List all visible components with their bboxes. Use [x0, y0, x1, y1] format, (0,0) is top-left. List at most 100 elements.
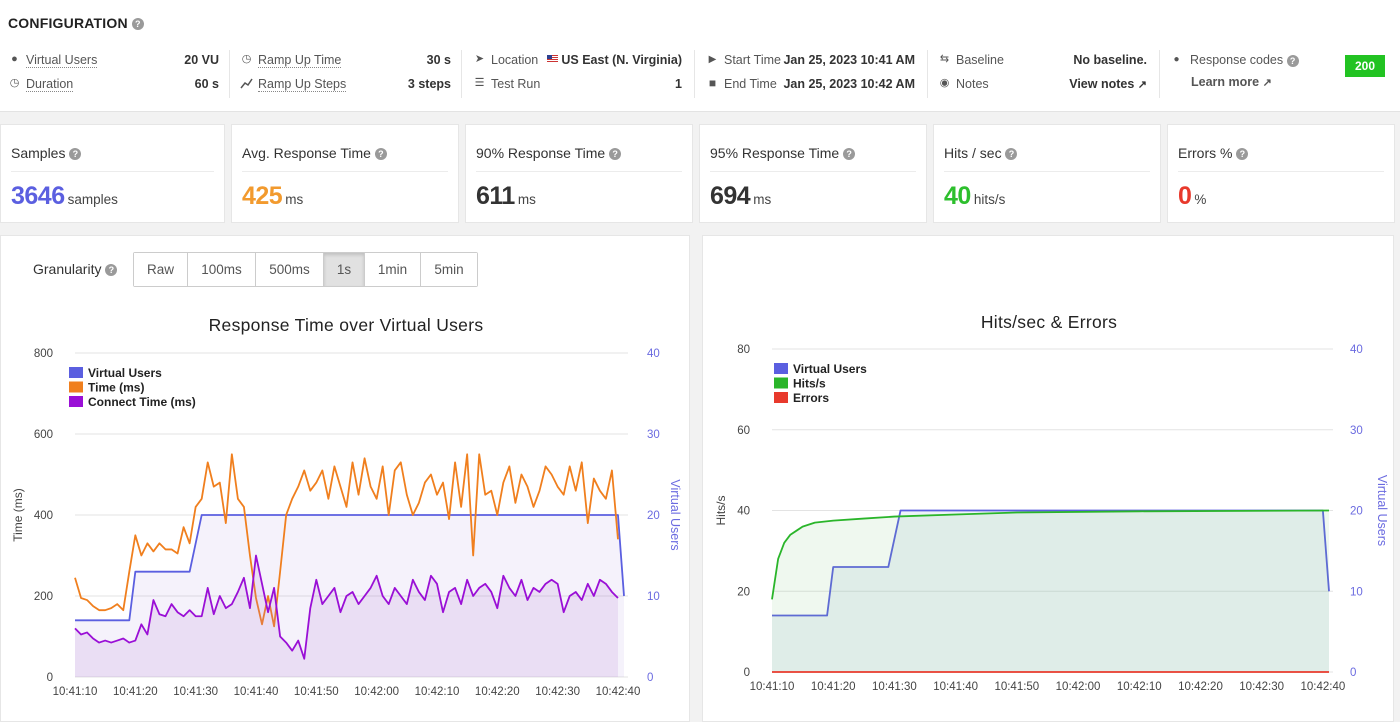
config-col-response-codes: ● Response codes ? Learn more ↗	[1170, 50, 1392, 98]
ramp-up-steps-label[interactable]: Ramp Up Steps	[258, 77, 347, 92]
config-end-time: ■ End Time Jan 25, 2023 10:42 AM	[706, 74, 927, 94]
config-test-run: ☰ Test Run 1	[473, 74, 694, 94]
divider	[710, 171, 916, 172]
granularity-1min[interactable]: 1min	[365, 253, 421, 286]
granularity-5min[interactable]: 5min	[421, 253, 477, 286]
location-label: Location	[491, 53, 539, 67]
virtual-users-area	[772, 510, 1329, 672]
configuration-title: CONFIGURATION ?	[8, 15, 144, 31]
hits-s-line	[771, 509, 1330, 600]
response-code-badge[interactable]: 200	[1345, 55, 1385, 77]
legend-label: Hits/s	[793, 377, 826, 391]
x-tick-label: 10:41:40	[234, 686, 279, 698]
user-icon: ●	[11, 53, 18, 65]
x-tick-label: 10:42:20	[475, 686, 520, 698]
x-tick-label: 10:42:10	[415, 686, 460, 698]
granularity-raw[interactable]: Raw	[134, 253, 188, 286]
granularity-500ms[interactable]: 500ms	[256, 253, 324, 286]
help-icon[interactable]: ?	[1286, 54, 1299, 67]
legend-label: Virtual Users	[88, 366, 162, 380]
config-baseline: ⇆ Baseline No baseline.	[938, 50, 1159, 70]
y2-tick-label: 30	[647, 429, 660, 441]
y-tick-label: 20	[737, 586, 750, 598]
granularity-100ms[interactable]: 100ms	[188, 253, 256, 286]
legend-swatch	[69, 367, 83, 378]
kpi-hits-per-sec: Hits / sec ? 40 hits/s	[933, 124, 1161, 223]
config-notes: ◉ Notes View notes ↗	[938, 74, 1159, 94]
kpi-95-response-time: 95% Response Time ? 694 ms	[699, 124, 927, 223]
duration-label[interactable]: Duration	[26, 77, 74, 92]
config-ramp-up-time: ◷ Ramp Up Time 30 s	[240, 50, 461, 70]
legend-label: Errors	[793, 391, 829, 405]
config-col-users: ● Virtual Users 20 VU ◷ Duration 60 s	[8, 50, 230, 98]
comment-icon: ◉	[939, 77, 950, 89]
compare-icon: ⇆	[939, 53, 950, 65]
kpi-label: Errors % ?	[1178, 145, 1249, 161]
notes-label: Notes	[956, 77, 989, 91]
config-col-times: ▶ Start Time Jan 25, 2023 10:41 AM ■ End…	[706, 50, 928, 98]
clock-icon: ◷	[9, 77, 20, 89]
help-icon[interactable]: ?	[609, 148, 622, 161]
duration-value: 60 s	[194, 77, 219, 91]
y2-tick-label: 0	[1350, 667, 1356, 679]
connect-time-ms-line	[74, 554, 619, 660]
clock-icon: ◷	[241, 53, 252, 65]
y-axis-label: Time (ms)	[11, 488, 25, 542]
config-ramp-up-steps: Ramp Up Steps 3 steps	[240, 74, 461, 94]
granularity-label: Granularity ?	[33, 261, 118, 277]
ramp-up-time-value: 30 s	[426, 53, 451, 67]
end-time-label: End Time	[724, 77, 777, 91]
kpi-avg-response-time: Avg. Response Time ? 425 ms	[231, 124, 459, 223]
chart-title: Hits/sec & Errors	[980, 312, 1118, 332]
help-icon[interactable]: ?	[69, 148, 82, 161]
x-tick-label: 10:41:30	[173, 686, 218, 698]
start-time-label: Start Time	[724, 53, 781, 67]
response-codes-label: Response codes ?	[1190, 53, 1299, 67]
help-icon[interactable]: ?	[843, 148, 856, 161]
y2-tick-label: 40	[647, 348, 660, 360]
granularity-1s[interactable]: 1s	[324, 253, 365, 286]
y2-tick-label: 30	[1350, 425, 1363, 437]
location-arrow-icon: ➤	[474, 53, 485, 65]
config-virtual-users: ● Virtual Users 20 VU	[8, 50, 229, 70]
help-icon[interactable]: ?	[131, 18, 144, 31]
line-chart-icon	[240, 78, 253, 89]
y-tick-label: 0	[744, 667, 750, 679]
divider	[11, 171, 214, 172]
y-tick-label: 40	[737, 506, 750, 518]
divider	[1178, 171, 1384, 172]
help-icon[interactable]: ?	[1236, 148, 1249, 161]
configuration-bar: CONFIGURATION ? ● Virtual Users 20 VU ◷ …	[0, 0, 1400, 112]
legend-swatch	[69, 381, 83, 393]
kpi-label: 90% Response Time ?	[476, 145, 622, 161]
legend-label: Connect Time (ms)	[88, 395, 196, 409]
start-time-value: Jan 25, 2023 10:41 AM	[783, 53, 915, 67]
y-tick-label: 800	[34, 348, 53, 360]
kpi-90-response-time: 90% Response Time ? 611 ms	[465, 124, 693, 223]
y-tick-label: 60	[737, 425, 750, 437]
config-col-baseline: ⇆ Baseline No baseline. ◉ Notes View not…	[938, 50, 1160, 98]
y2-axis-label: Virtual Users	[1375, 475, 1389, 546]
legend-label: Time (ms)	[88, 381, 144, 395]
time-ms-line	[74, 453, 619, 628]
help-icon[interactable]: ?	[1005, 148, 1018, 161]
x-tick-label: 10:42:40	[596, 686, 641, 698]
y2-tick-label: 40	[1350, 344, 1363, 356]
help-icon[interactable]: ?	[374, 148, 387, 161]
config-start-time: ▶ Start Time Jan 25, 2023 10:41 AM	[706, 50, 927, 70]
kpi-label: Samples ?	[11, 145, 82, 161]
kpi-label: Avg. Response Time ?	[242, 145, 387, 161]
kpi-label: 95% Response Time ?	[710, 145, 856, 161]
kpi-value: 0%	[1178, 182, 1207, 210]
learn-more-link[interactable]: Learn more ↗	[1191, 75, 1272, 89]
virtual-users-label[interactable]: Virtual Users	[26, 53, 98, 68]
x-tick-label: 10:41:20	[113, 686, 158, 698]
y2-tick-label: 10	[1350, 586, 1363, 598]
x-tick-label: 10:41:10	[53, 686, 98, 698]
ramp-up-time-label[interactable]: Ramp Up Time	[258, 53, 342, 68]
view-notes-link[interactable]: View notes ↗	[1069, 77, 1147, 91]
us-flag-icon	[547, 55, 559, 63]
divider	[242, 171, 448, 172]
x-tick-label: 10:42:30	[535, 686, 580, 698]
help-icon[interactable]: ?	[105, 264, 118, 277]
